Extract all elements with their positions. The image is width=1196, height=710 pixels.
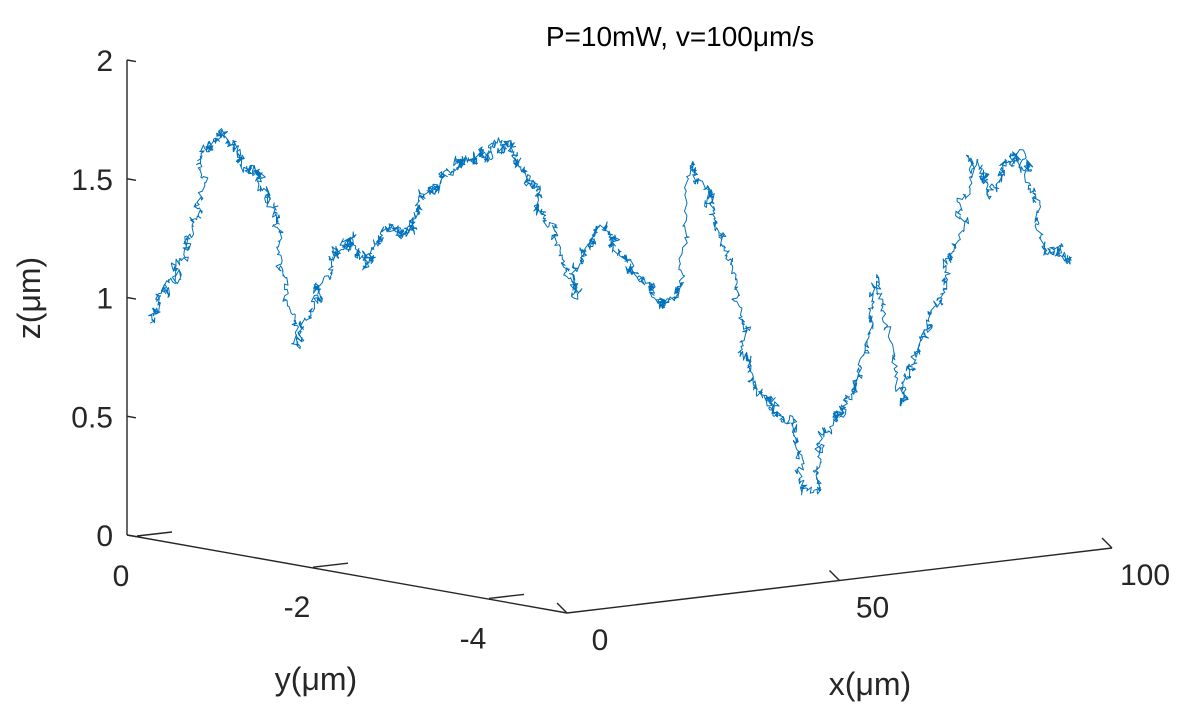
y-axis-ticks: 0 -2 -4 — [113, 531, 525, 655]
y-tick-label: 0 — [113, 560, 130, 593]
x-axis-label: x(μm) — [829, 666, 911, 702]
x-tick-mark — [1101, 537, 1113, 549]
z-tick-mark — [126, 59, 137, 63]
z-axis-ticks: 0 0.5 1 1.5 2 — [71, 45, 137, 553]
x-tick-label: 0 — [592, 624, 609, 657]
trajectory-series-line — [148, 128, 1072, 496]
z-tick-mark — [126, 415, 137, 419]
z-tick-label: 0 — [96, 520, 113, 553]
x-tick-mark — [829, 570, 840, 581]
x-tick-mark — [556, 602, 568, 614]
z-tick-label: 1 — [96, 283, 113, 316]
z-axis-label: z(μm) — [11, 257, 47, 339]
x-tick-label: 50 — [856, 592, 889, 625]
y-tick-mark — [136, 531, 173, 537]
y-axis-line — [126, 534, 568, 614]
x-axis-ticks: 0 50 100 — [556, 537, 1170, 657]
y-tick-mark — [488, 593, 525, 600]
y-tick-label: -4 — [460, 622, 487, 655]
z-tick-label: 1.5 — [71, 164, 113, 197]
x-tick-label: 100 — [1120, 559, 1170, 592]
z-tick-label: 2 — [96, 45, 113, 78]
chart-title: P=10mW, v=100μm/s — [546, 21, 814, 52]
y-tick-mark — [312, 562, 349, 568]
y-axis-label: y(μm) — [275, 661, 357, 697]
z-tick-mark — [126, 178, 137, 182]
z-tick-mark — [126, 296, 137, 300]
z-tick-label: 0.5 — [71, 401, 113, 434]
y-tick-label: -2 — [284, 591, 311, 624]
